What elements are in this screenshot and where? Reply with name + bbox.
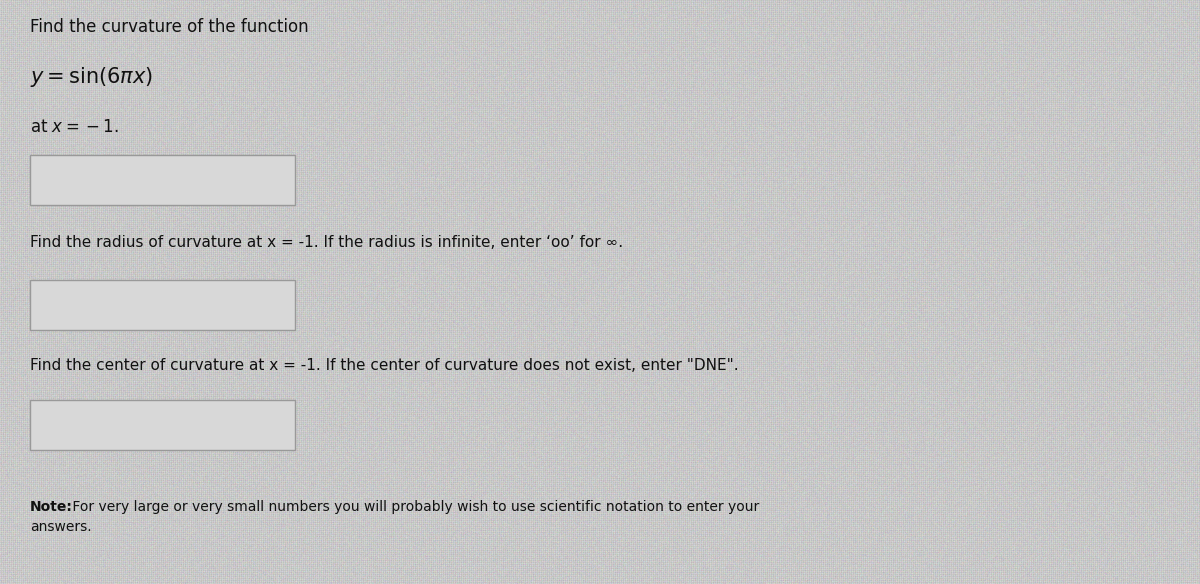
Text: at $x=-1$.: at $x=-1$. [30,118,119,136]
Text: Find the curvature of the function: Find the curvature of the function [30,18,308,36]
FancyBboxPatch shape [30,155,295,205]
Text: Find the center of curvature at x = -1. If the center of curvature does not exis: Find the center of curvature at x = -1. … [30,358,739,373]
Text: For very large or very small numbers you will probably wish to use scientific no: For very large or very small numbers you… [68,500,760,514]
FancyBboxPatch shape [30,280,295,330]
Text: $y=\sin(6\pi x)$: $y=\sin(6\pi x)$ [30,65,154,89]
Text: answers.: answers. [30,520,91,534]
Text: Note:: Note: [30,500,73,514]
FancyBboxPatch shape [30,400,295,450]
Text: Find the radius of curvature at x = -1. If the radius is infinite, enter ‘oo’ fo: Find the radius of curvature at x = -1. … [30,235,623,250]
